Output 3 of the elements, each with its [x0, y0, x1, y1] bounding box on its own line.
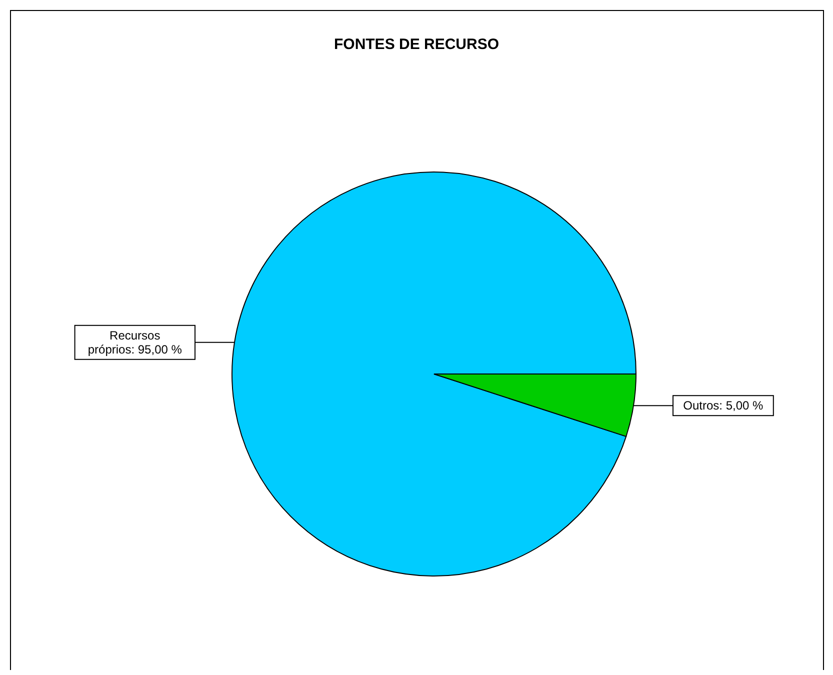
slice-label: Recursos próprios: 95,00 % [88, 328, 182, 356]
slice-label: Outros: 5,00 % [683, 398, 764, 413]
chart-title: FONTES DE RECURSO [332, 36, 500, 53]
